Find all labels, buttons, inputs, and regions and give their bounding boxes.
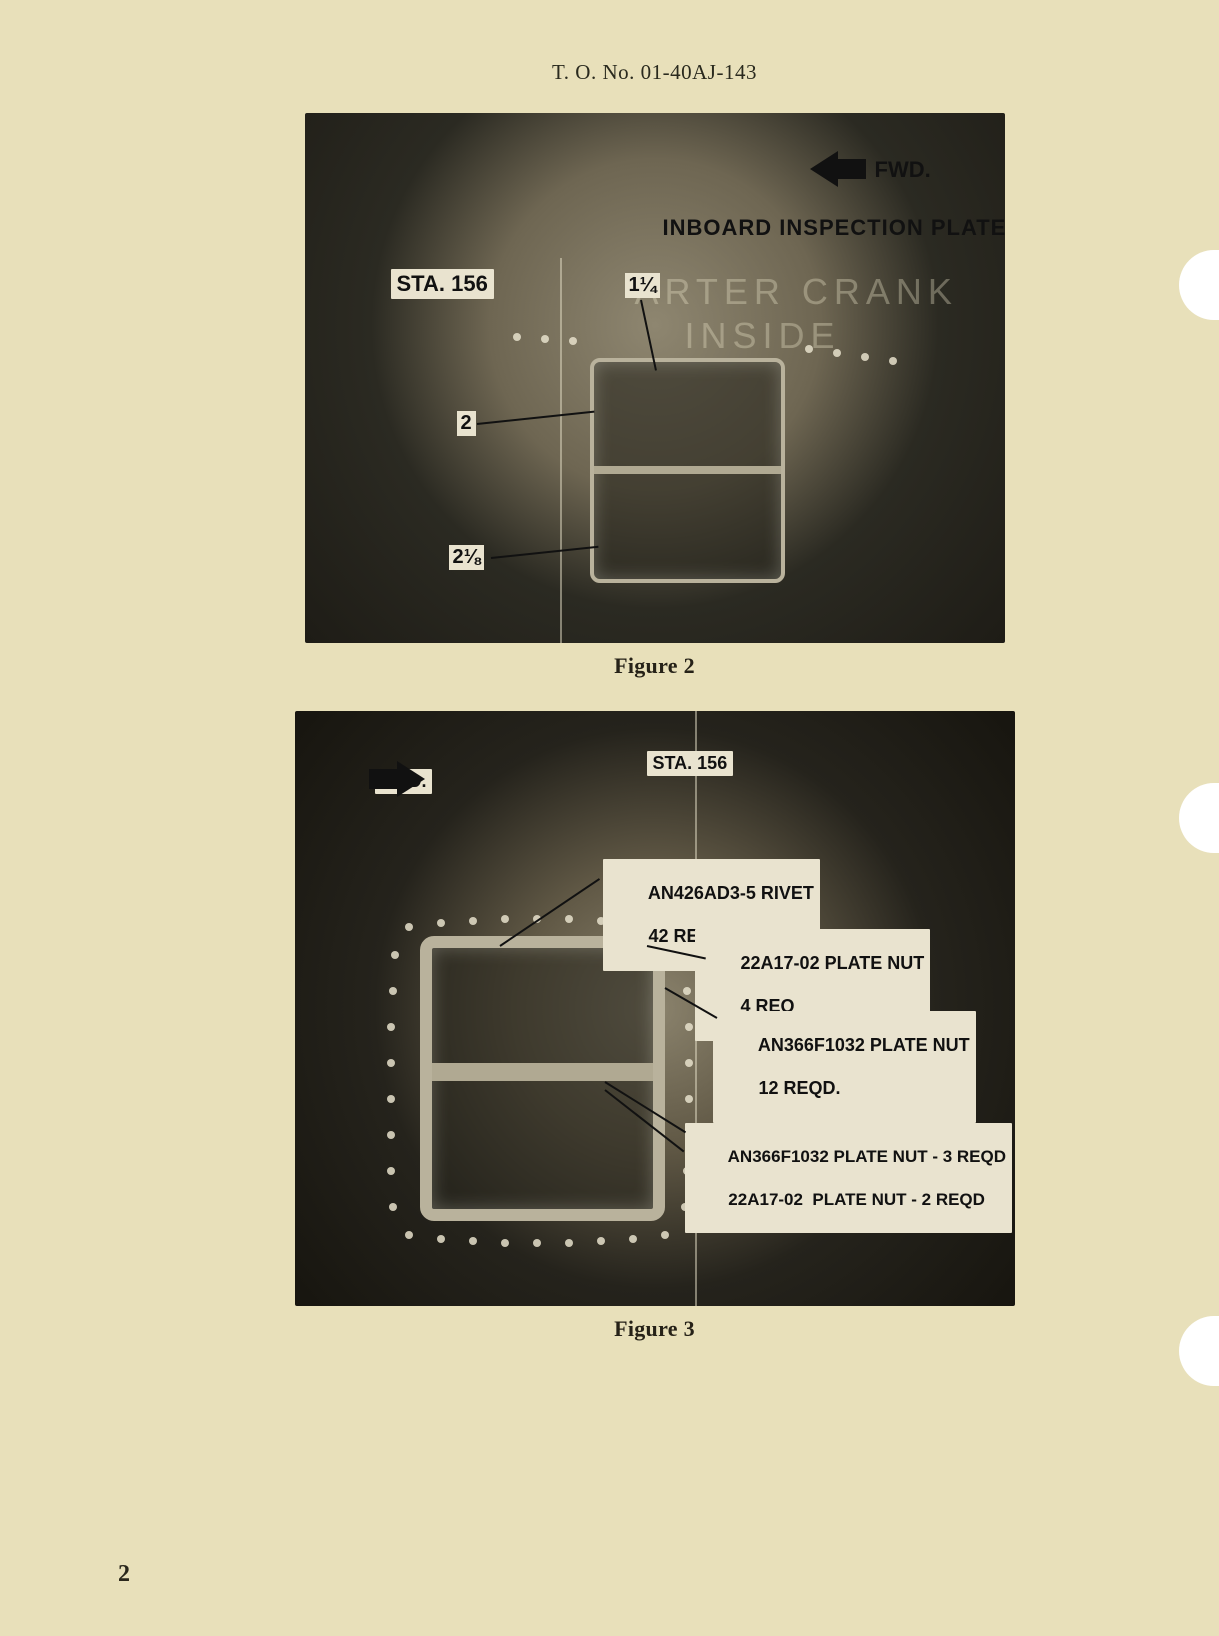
rivet-dot xyxy=(629,1235,637,1243)
rivet-dot xyxy=(389,987,397,995)
doc-header: T. O. No. 01-40AJ-143 xyxy=(180,60,1129,85)
rivet-dot xyxy=(833,349,841,357)
callout-line: 22A17-02 PLATE NUT xyxy=(741,953,925,973)
rivet-dot xyxy=(861,353,869,361)
rivet-dot xyxy=(661,1231,669,1239)
rivet-dot xyxy=(391,951,399,959)
rivet-dot xyxy=(685,1059,693,1067)
rivet-dot xyxy=(387,1095,395,1103)
rivet-dot xyxy=(569,337,577,345)
rivet-dot xyxy=(501,1239,509,1247)
rivet-dot xyxy=(805,345,813,353)
panel-divider xyxy=(432,1063,653,1081)
figure-3-photo: FWD. STA. 156 xyxy=(295,711,1015,1306)
page: T. O. No. 01-40AJ-143 FWD. INBOARD INSPE… xyxy=(0,0,1219,1636)
page-number: 2 xyxy=(118,1561,130,1588)
callout-line: AN366F1032 PLATE NUT - 3 REQD xyxy=(728,1147,1006,1166)
callout-line: 12 REQD. xyxy=(759,1078,841,1098)
figure-3-caption: Figure 3 xyxy=(614,1316,695,1342)
figure-3: FWD. STA. 156 xyxy=(180,711,1129,1342)
figure-2-photo: FWD. INBOARD INSPECTION PLATE STA. 156 A… xyxy=(305,113,1005,643)
stencil-text-2: INSIDE xyxy=(685,315,841,357)
figure-2: FWD. INBOARD INSPECTION PLATE STA. 156 A… xyxy=(180,113,1129,679)
station-seam xyxy=(560,258,562,643)
rivet-dot xyxy=(889,357,897,365)
rivet-dot xyxy=(469,1237,477,1245)
callout-line: AN426AD3-5 RIVET xyxy=(648,883,814,903)
rivet-dot xyxy=(533,1239,541,1247)
callout-platenut-3: AN366F1032 PLATE NUT - 3 REQD 22A17-02 P… xyxy=(685,1123,1013,1233)
rivet-dot xyxy=(541,335,549,343)
fwd-label: FWD. xyxy=(875,157,931,183)
rivet-dot xyxy=(387,1167,395,1175)
rivet-dot xyxy=(389,1203,397,1211)
callout-platenut-2: AN366F1032 PLATE NUT 12 REQD. xyxy=(713,1011,976,1123)
dimension-bottom: 2⅛ xyxy=(449,545,485,570)
rivet-dot xyxy=(387,1023,395,1031)
rivet-dot xyxy=(685,1023,693,1031)
rivet-dot xyxy=(565,915,573,923)
rivet-dot xyxy=(685,1095,693,1103)
rivet-dot xyxy=(437,1235,445,1243)
station-label: STA. 156 xyxy=(391,269,494,299)
leader-line xyxy=(476,411,594,425)
station-label: STA. 156 xyxy=(647,751,734,776)
figure-2-caption: Figure 2 xyxy=(614,653,695,679)
rivet-dot xyxy=(565,1239,573,1247)
spacer xyxy=(180,679,1129,711)
rivet-dot xyxy=(387,1131,395,1139)
stencil-text-1: ARTER CRANK xyxy=(635,271,958,313)
rivet-dot xyxy=(513,333,521,341)
inspection-panel xyxy=(590,358,785,583)
rivet-dot xyxy=(597,1237,605,1245)
rivet-dot xyxy=(405,923,413,931)
figure-2-title: INBOARD INSPECTION PLATE xyxy=(663,215,1005,241)
inspection-panel xyxy=(420,936,665,1221)
dimension-left: 2 xyxy=(457,411,476,436)
callout-line: AN366F1032 PLATE NUT xyxy=(758,1035,970,1055)
leader-line xyxy=(490,546,598,559)
rivet-dot xyxy=(405,1231,413,1239)
rivet-dot xyxy=(683,987,691,995)
rivet-dot xyxy=(501,915,509,923)
callout-line: 22A17-02 PLATE NUT - 2 REQD xyxy=(728,1190,985,1209)
rivet-dot xyxy=(437,919,445,927)
rivet-dot xyxy=(387,1059,395,1067)
rivet-dot xyxy=(469,917,477,925)
panel-divider xyxy=(594,466,781,474)
dimension-top: 1¼ xyxy=(625,273,661,298)
